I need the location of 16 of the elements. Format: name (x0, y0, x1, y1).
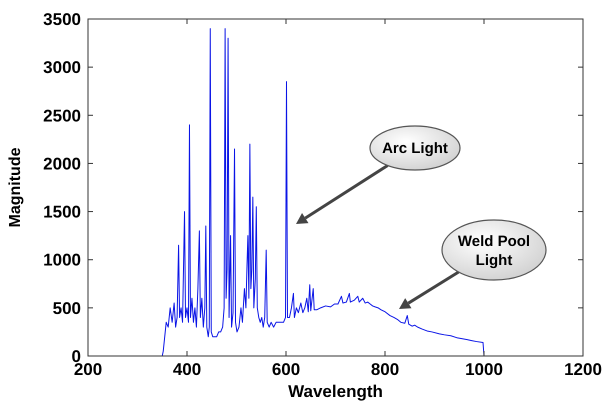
y-axis-title: Magnitude (7, 147, 24, 228)
x-tick-label: 400 (172, 360, 202, 379)
y-tick-label: 2500 (43, 106, 81, 126)
annotation: Arc Light (382, 140, 448, 157)
y-tick-label: 1500 (43, 202, 81, 222)
x-tick-label: 1200 (564, 360, 602, 379)
y-tick-label: 500 (52, 298, 81, 318)
y-tick-label: 3000 (43, 58, 81, 78)
y-tick-label: 1000 (43, 250, 81, 270)
x-tick-label: 1000 (465, 360, 503, 379)
x-tick-label: 800 (370, 360, 400, 379)
y-tick-label: 3500 (43, 10, 81, 29)
x-tick-label: 600 (272, 360, 300, 379)
annotation: Weld Pool Light (458, 233, 530, 269)
x-axis-title: Wavelength (288, 382, 383, 401)
y-tick-label: 2000 (43, 154, 81, 174)
